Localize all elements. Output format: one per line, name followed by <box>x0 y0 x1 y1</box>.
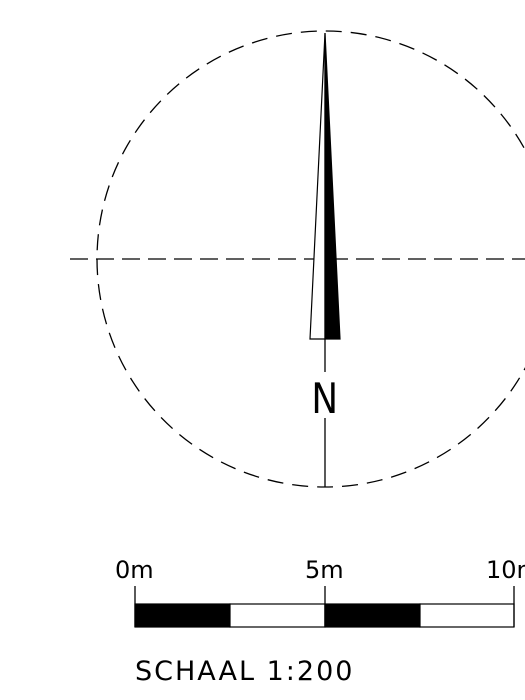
scale-segment-3 <box>324 603 421 628</box>
scale-label-10: 10m <box>486 556 525 584</box>
north-letter: N <box>311 375 338 423</box>
north-arrow-right-half <box>324 32 341 340</box>
scale-label-5: 5m <box>305 556 344 584</box>
scale-bar <box>134 586 515 628</box>
scale-caption: SCHAAL 1:200 <box>135 656 354 687</box>
scale-label-0: 0m <box>115 556 154 584</box>
north-arrow-left-half <box>309 32 326 340</box>
scale-segment-2 <box>229 603 326 628</box>
scale-segment-1 <box>134 603 231 628</box>
scale-segment-4 <box>419 603 515 628</box>
